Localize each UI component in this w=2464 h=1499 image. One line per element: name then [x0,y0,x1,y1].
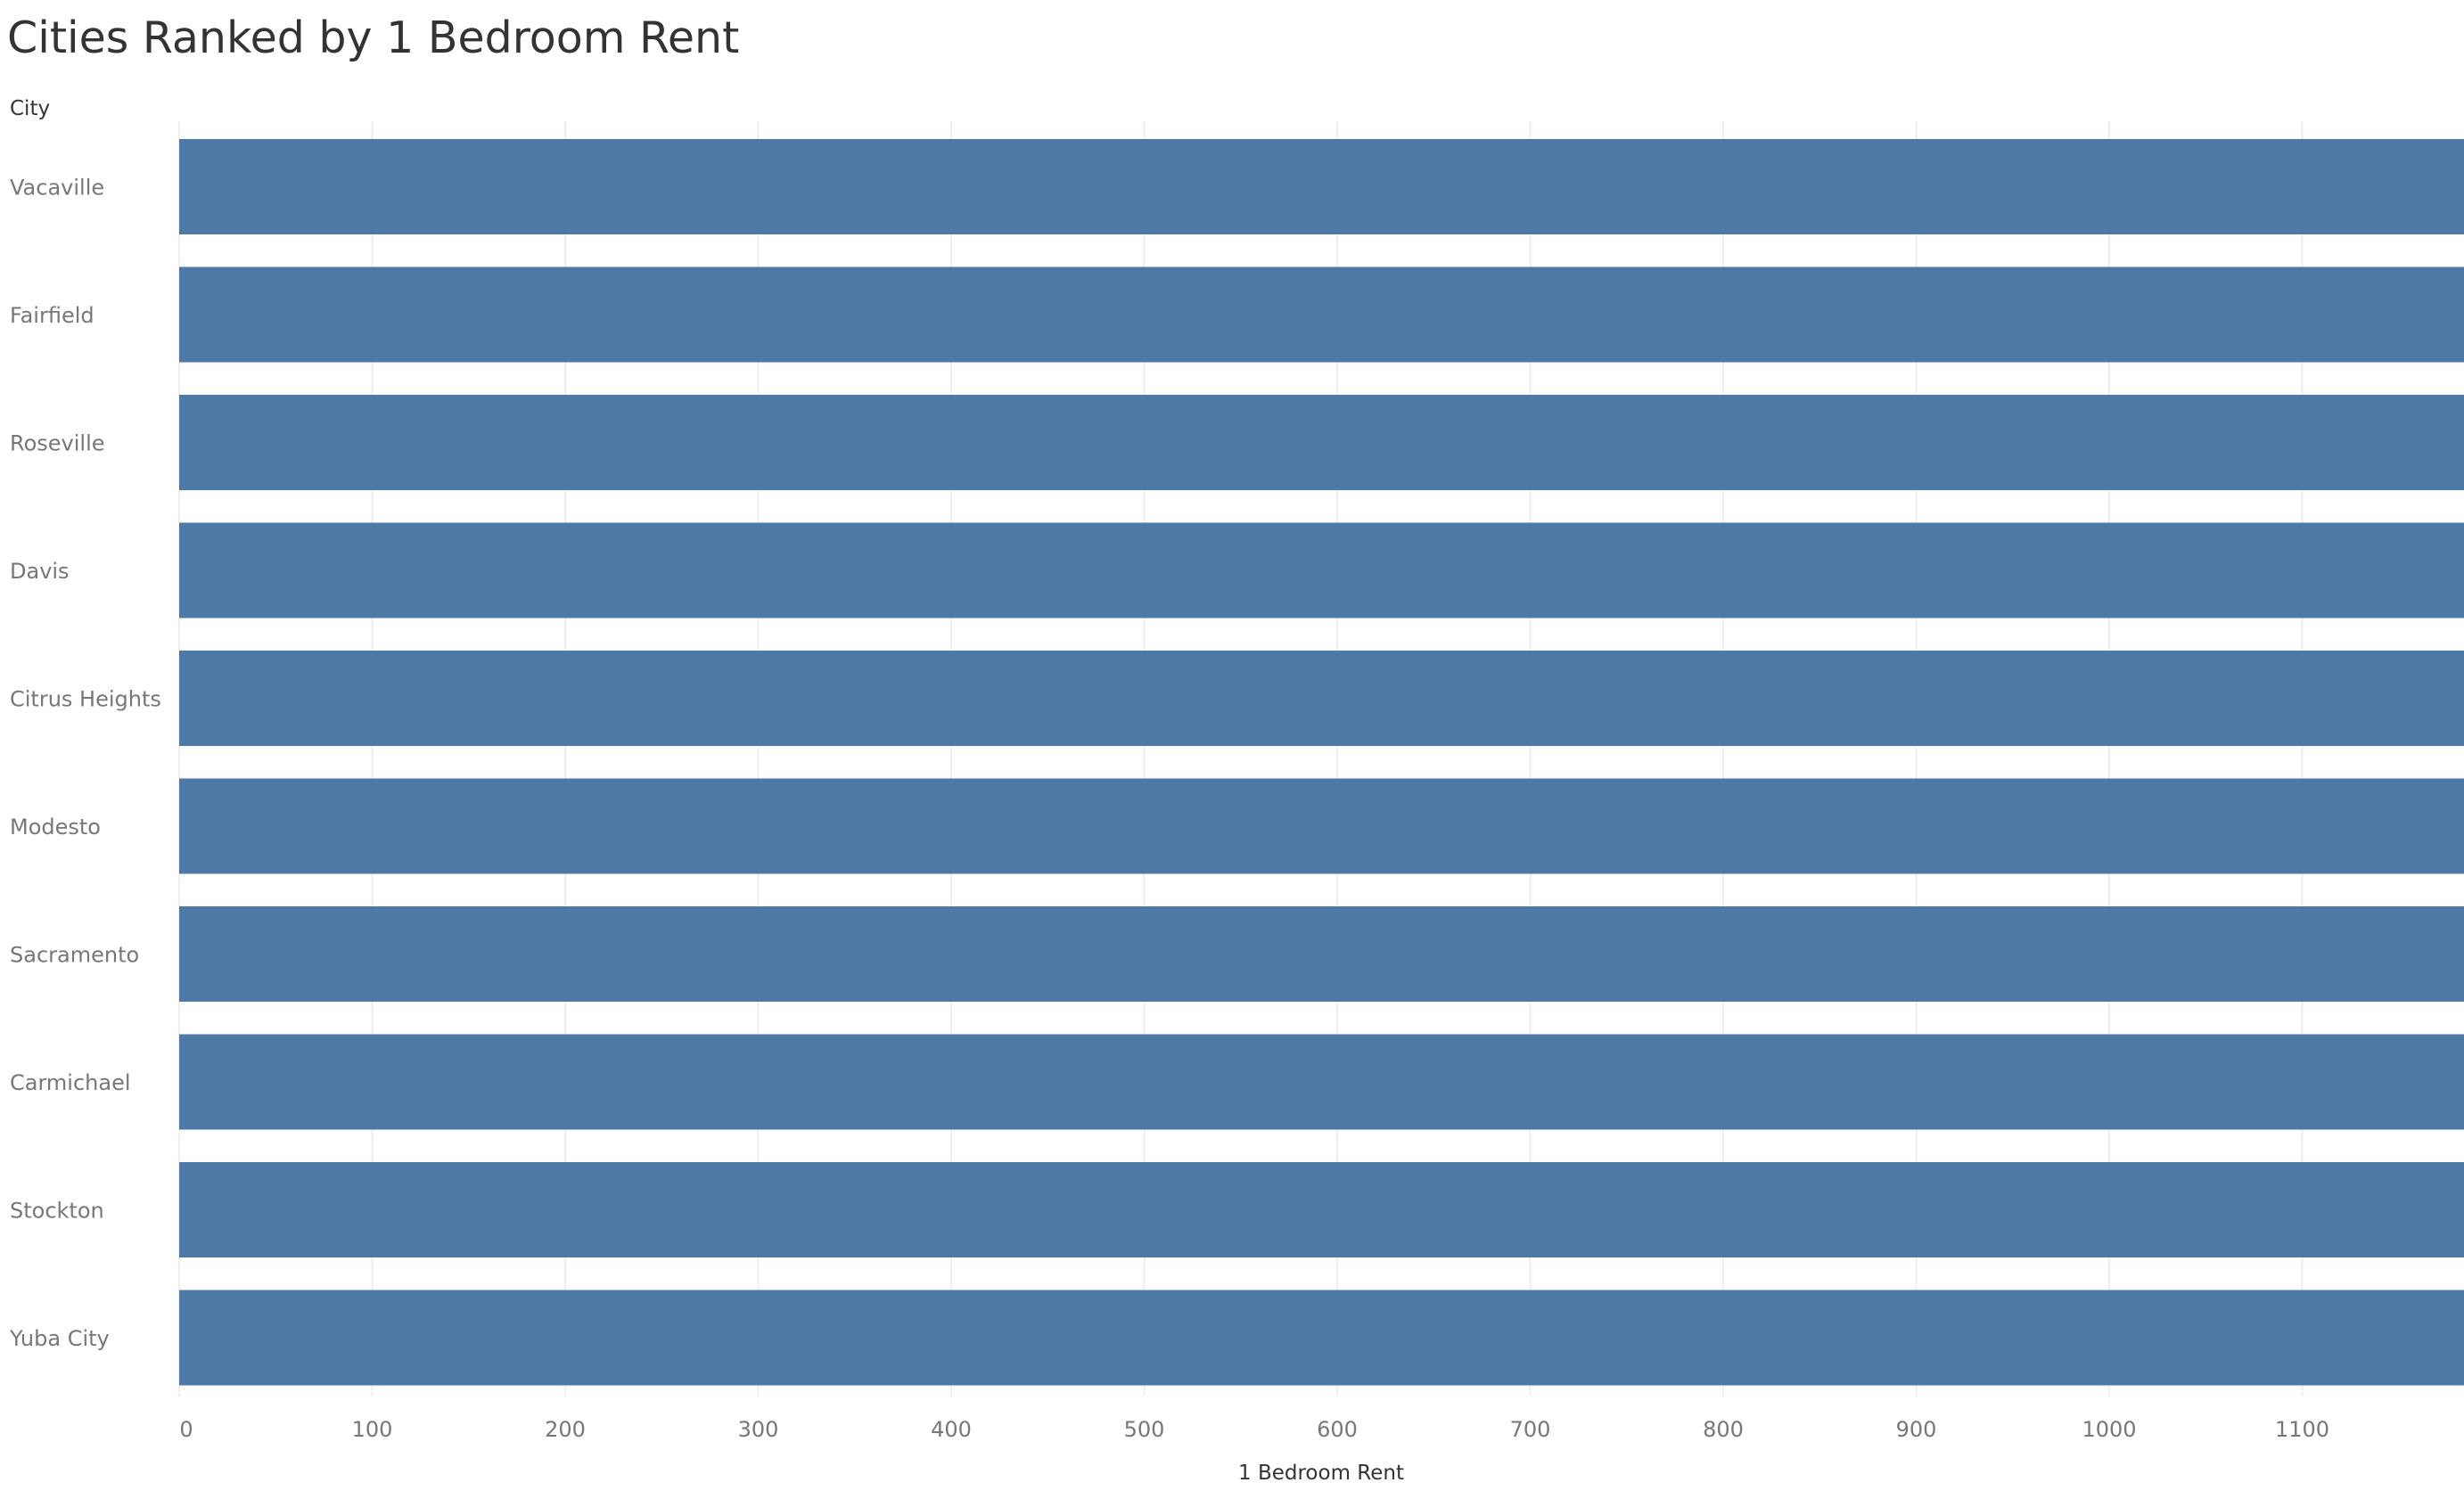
x-tick-label: 1100 [2275,1417,2329,1442]
category-label: Stockton [10,1199,104,1224]
x-tick-label: 400 [931,1417,972,1442]
bar[interactable] [179,1034,2464,1130]
x-tick-label: 700 [1510,1417,1551,1442]
x-tick-label: 0 [179,1417,193,1442]
category-label: Vacaville [10,176,104,201]
category-labels: Vacaville Fairfield Roseville Davis Citrus H… [9,176,161,1352]
bar[interactable] [179,778,2464,874]
category-label: Yuba City [9,1326,110,1351]
bar[interactable] [179,1162,2464,1257]
x-tick-label: 500 [1124,1417,1165,1442]
x-tick-label: 900 [1896,1417,1937,1442]
category-label: Sacramento [10,943,139,968]
y-axis-title: City [10,97,50,120]
category-label: Davis [10,559,70,584]
category-label: Roseville [10,431,105,456]
category-label: Fairfield [10,303,94,328]
x-tick-label: 800 [1703,1417,1744,1442]
x-tick-label: 300 [738,1417,779,1442]
x-axis-title: 1 Bedroom Rent [1238,1462,1404,1485]
bar[interactable] [179,651,2464,746]
chart-title: Cities Ranked by 1 Bedroom Rent [7,12,740,63]
bars [179,139,2464,1386]
bar[interactable] [179,1290,2464,1386]
x-axis-ticks: 0100200300400500600700800900100011001200… [179,1417,2329,1442]
x-tick-label: 600 [1317,1417,1358,1442]
x-tick-label: 100 [352,1417,393,1442]
bar[interactable] [179,395,2464,490]
bar[interactable] [179,906,2464,1002]
bar[interactable] [179,139,2464,234]
category-label: Modesto [10,815,101,840]
x-tick-label: 1000 [2082,1417,2136,1442]
category-label: Citrus Heights [10,687,161,712]
bar[interactable] [179,266,2464,363]
bar[interactable] [179,522,2464,618]
x-tick-label: 200 [545,1417,586,1442]
category-label: Carmichael [10,1070,131,1095]
